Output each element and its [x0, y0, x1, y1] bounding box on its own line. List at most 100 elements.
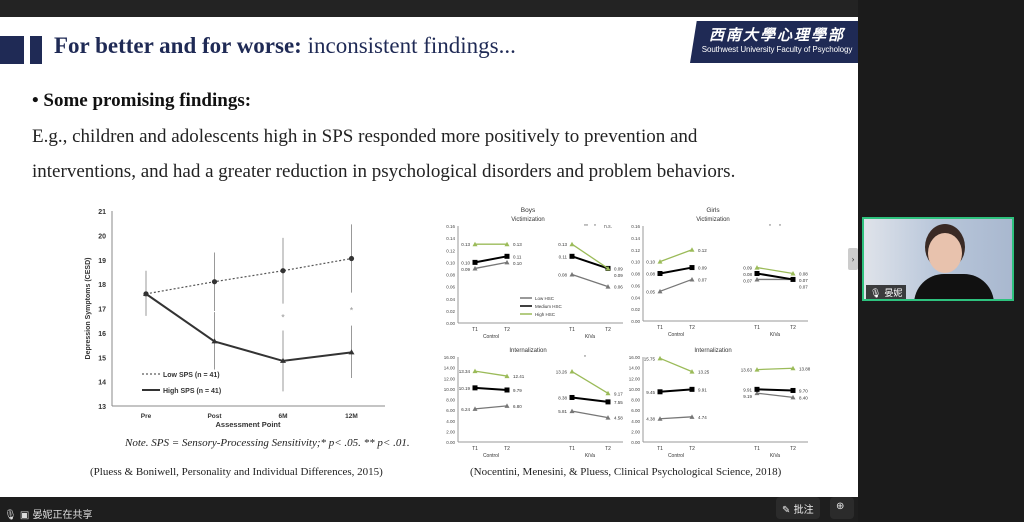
series-line	[474, 255, 508, 264]
panel-subtitle: Victimization	[696, 217, 730, 223]
data-point-square	[754, 386, 760, 392]
data-label: 8.38	[558, 395, 567, 400]
data-point-square	[790, 387, 796, 393]
data-point-square	[657, 271, 663, 276]
mic-icon: 🎙	[4, 510, 17, 521]
data-label: 0.13	[513, 242, 522, 247]
y-tick-label: 20	[98, 233, 106, 240]
y-tick-label: 0.02	[631, 307, 640, 312]
participant-video[interactable]: 🎙 晏妮	[862, 217, 1014, 301]
data-label: 8.40	[799, 395, 808, 400]
group-label: Control	[483, 453, 499, 459]
x-tick-label: T1	[472, 446, 478, 452]
legend-label: Medium HSC	[535, 304, 563, 309]
panel-subtitle: Internalization	[694, 348, 731, 354]
data-label: 4.74	[698, 415, 707, 420]
x-tick-label: T1	[472, 327, 478, 333]
panel-title: Girls	[706, 207, 720, 214]
y-tick-label: 8.00	[631, 398, 640, 403]
significance-marker: *	[594, 224, 596, 230]
y-tick-label: 14	[98, 380, 106, 387]
y-tick-label: 17	[98, 307, 106, 314]
series-line	[571, 396, 609, 403]
shared-slide: For better and for worse: inconsistent f…	[0, 17, 858, 497]
data-point-square	[657, 389, 663, 395]
x-tick-label: T1	[754, 446, 760, 452]
data-point-triangle	[657, 416, 663, 421]
y-tick-label: 14.00	[444, 366, 456, 371]
title-bold: For better and for worse:	[54, 33, 302, 58]
data-label: 9.91	[698, 387, 707, 392]
title-accent-bar	[0, 36, 24, 64]
title-rest: inconsistent findings...	[301, 33, 516, 58]
data-point-triangle	[472, 241, 478, 247]
x-tick-label: T2	[689, 446, 695, 452]
y-tick-label: 0.02	[446, 309, 455, 314]
y-tick-label: 0.12	[631, 248, 640, 253]
y-tick-label: 21	[98, 209, 106, 216]
data-label: 13.25	[698, 370, 710, 375]
y-tick-label: 16.00	[444, 355, 456, 360]
x-tick-label: T1	[569, 446, 575, 452]
annotate-label: 批注	[793, 505, 814, 516]
y-tick-label: 14.00	[629, 366, 641, 371]
y-tick-label: 15	[98, 355, 106, 362]
data-label: 0.11	[559, 254, 568, 259]
y-tick-label: 6.00	[631, 408, 640, 413]
data-label: 0.08	[646, 272, 655, 277]
x-tick-label: Post	[207, 413, 222, 420]
y-tick-label: 12.00	[629, 376, 641, 381]
data-label: 15.75	[644, 356, 656, 361]
y-tick-label: 0.14	[631, 236, 640, 241]
data-point-triangle	[689, 247, 695, 252]
data-label: 0.08	[743, 272, 752, 277]
data-point-triangle	[790, 365, 796, 371]
series-line	[571, 243, 609, 269]
y-tick-label: 16	[98, 331, 106, 338]
data-label: 0.09	[698, 266, 707, 271]
data-label: 0.12	[698, 248, 707, 253]
data-point-triangle	[605, 390, 611, 396]
y-tick-label: 0.04	[446, 297, 455, 302]
x-tick-label: 6M	[278, 413, 287, 420]
y-tick-label: 0.16	[446, 224, 455, 229]
x-axis-label: Assessment Point	[215, 420, 281, 429]
x-tick-label: T2	[689, 325, 695, 331]
y-tick-label: 0.08	[631, 272, 640, 277]
data-label: 9.79	[513, 388, 522, 393]
panel-subtitle: Internalization	[509, 348, 546, 354]
group-label: KiVa	[585, 453, 595, 459]
x-tick-label: T1	[569, 327, 575, 333]
series-line	[474, 261, 508, 270]
series-line	[659, 278, 693, 292]
data-label: 4.38	[646, 417, 655, 422]
zoom-in-button[interactable]: ⊕	[830, 497, 854, 519]
y-tick-label: 13	[98, 404, 106, 411]
significance-marker: **	[584, 224, 588, 230]
y-tick-label: 10.00	[444, 387, 456, 392]
data-point-square	[569, 394, 575, 400]
data-label: 0.08	[558, 273, 567, 278]
data-label: 0.08	[799, 272, 808, 277]
series-line	[659, 266, 693, 275]
data-point-triangle	[504, 259, 510, 265]
y-tick-label: 19	[98, 258, 106, 265]
series-line	[659, 249, 693, 263]
x-tick-label: T1	[657, 325, 663, 331]
annotate-button[interactable]: ✎ 批注	[776, 497, 820, 519]
series-line	[571, 410, 609, 419]
data-point-triangle	[657, 355, 663, 361]
participant-name: 晏妮	[884, 289, 903, 299]
data-point-square	[689, 265, 695, 271]
pen-icon: ✎	[782, 505, 791, 516]
data-label: 0.07	[799, 285, 808, 290]
data-point-square	[504, 253, 510, 259]
bottom-bar: 🎙 ▣ 晏妮正在共享 ✎ 批注 ⊕	[0, 497, 858, 522]
y-tick-label: 0.12	[446, 248, 455, 253]
zoom-in-icon: ⊕	[836, 501, 845, 512]
y-tick-label: 0.08	[446, 273, 455, 278]
panel-toggle-arrow[interactable]: ›	[848, 248, 858, 270]
y-tick-label: 16.00	[629, 355, 641, 360]
data-label: 13.34	[459, 369, 471, 374]
group-label: KiVa	[770, 332, 780, 338]
